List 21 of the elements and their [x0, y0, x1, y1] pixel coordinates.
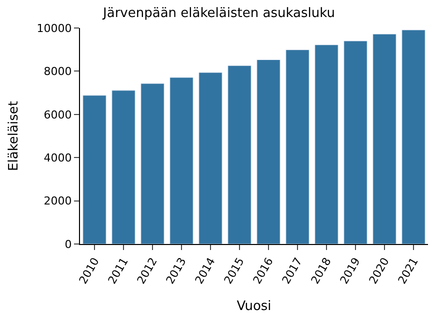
bar [314, 44, 338, 244]
y-tick-label: 8000 [44, 65, 72, 78]
y-tick-label: 4000 [44, 151, 72, 164]
bar [228, 65, 252, 244]
chart-title: Järvenpään eläkeläisten asukasluku [102, 6, 335, 22]
bar [112, 90, 136, 244]
y-tick-label: 0 [64, 238, 72, 251]
bar [170, 77, 194, 244]
bar [82, 95, 106, 244]
bar [402, 30, 426, 244]
bar [256, 60, 280, 244]
y-tick-label: 2000 [44, 194, 72, 208]
bar [140, 83, 164, 244]
bar [344, 40, 368, 244]
y-tick-label: 6000 [44, 108, 72, 122]
bar [198, 72, 222, 244]
x-axis-title: Vuosi [236, 298, 272, 314]
y-axis-title: Eläkeläiset [6, 101, 22, 171]
y-tick-label: 10000 [36, 22, 72, 35]
bar [286, 50, 310, 244]
bar [372, 34, 396, 244]
